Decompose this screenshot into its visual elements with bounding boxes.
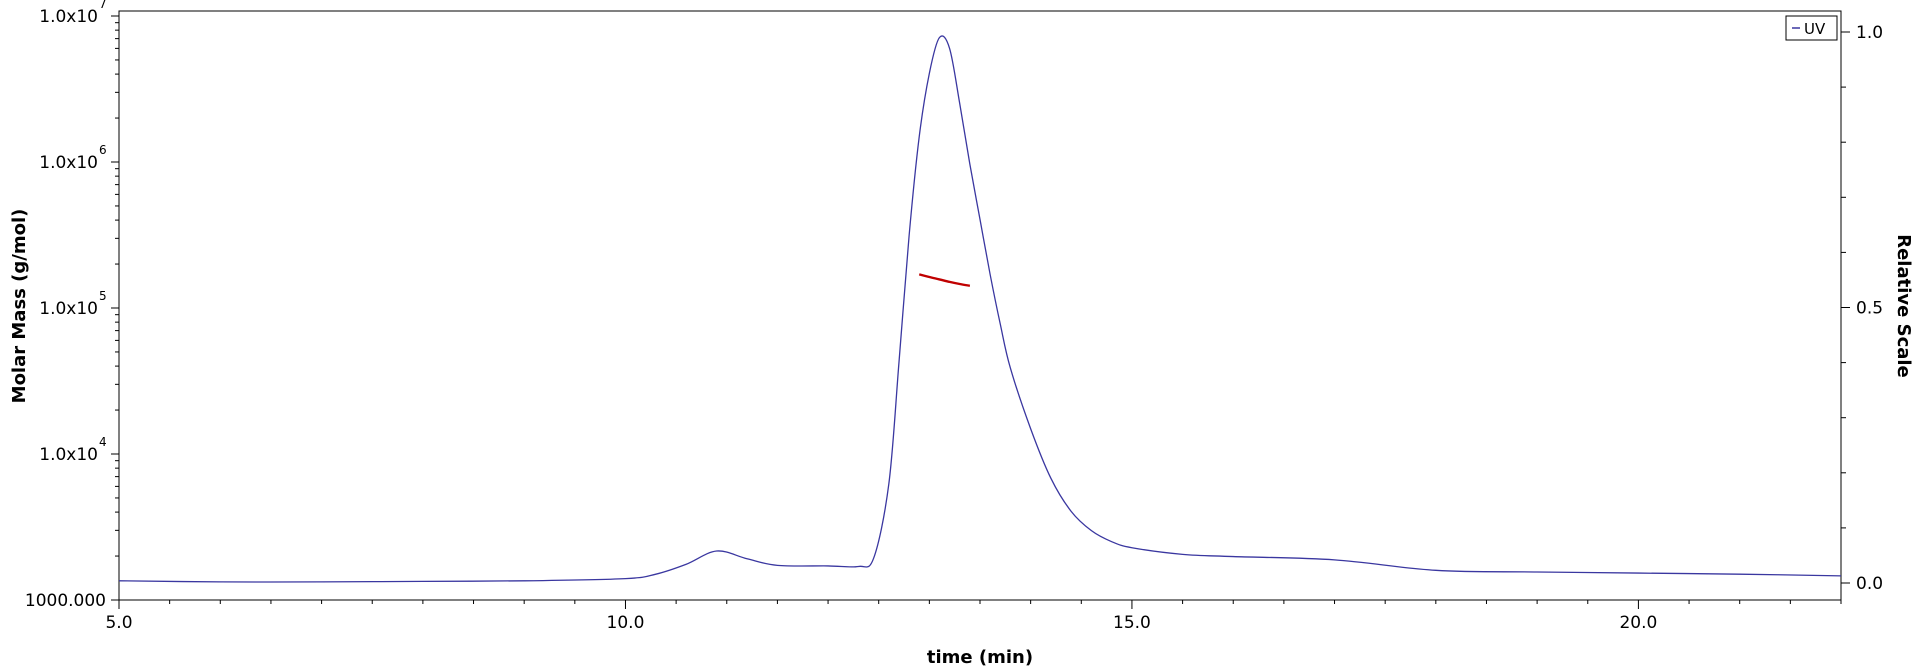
y-tick-label-base: 1.0x10 xyxy=(39,153,98,173)
y2-axis-ticks xyxy=(1841,31,1850,584)
y-axis-ticks xyxy=(111,15,119,601)
y-tick-label-base: 1.0x10 xyxy=(39,445,98,465)
series-line-uv xyxy=(118,35,1842,583)
y-tick-label-exponent: 4 xyxy=(99,435,107,449)
y2-tick-label: 0.5 xyxy=(1856,299,1883,319)
x-axis-title: time (min) xyxy=(927,647,1033,668)
y-tick-label-base: 1.0x10 xyxy=(39,7,98,27)
x-axis-ticks xyxy=(118,600,1842,609)
x-axis-tick-labels: 5.0 10.0 15.0 20.0 xyxy=(105,613,1657,633)
legend-label-uv: UV xyxy=(1804,20,1826,38)
series-layer xyxy=(118,35,1842,583)
y2-axis-tick-labels: 0.0 0.5 1.0 xyxy=(1856,23,1883,594)
legend-box xyxy=(1785,15,1838,41)
x-tick-label: 10.0 xyxy=(607,613,645,633)
y2-axis-title: Relative Scale xyxy=(1893,234,1914,378)
y-tick-label-exponent: 5 xyxy=(99,289,107,303)
x-tick-label: 15.0 xyxy=(1113,613,1151,633)
y-tick-label-exponent: 7 xyxy=(99,0,107,11)
y-tick-label-base: 1.0x10 xyxy=(39,299,98,319)
y-tick-label-base: 1000.000 xyxy=(25,591,106,611)
series-line-molar-mass xyxy=(918,273,971,287)
y-tick-label: 1000.000 xyxy=(25,591,106,611)
y-axis-title: Molar Mass (g/mol) xyxy=(9,209,30,404)
y-tick-label-exponent: 6 xyxy=(99,143,107,157)
y2-tick-label: 1.0 xyxy=(1856,23,1883,43)
y2-tick-label: 0.0 xyxy=(1856,574,1883,594)
x-tick-label: 5.0 xyxy=(105,613,132,633)
x-tick-label: 20.0 xyxy=(1619,613,1657,633)
plot-area xyxy=(118,10,1842,601)
legend: UV xyxy=(1785,15,1838,41)
